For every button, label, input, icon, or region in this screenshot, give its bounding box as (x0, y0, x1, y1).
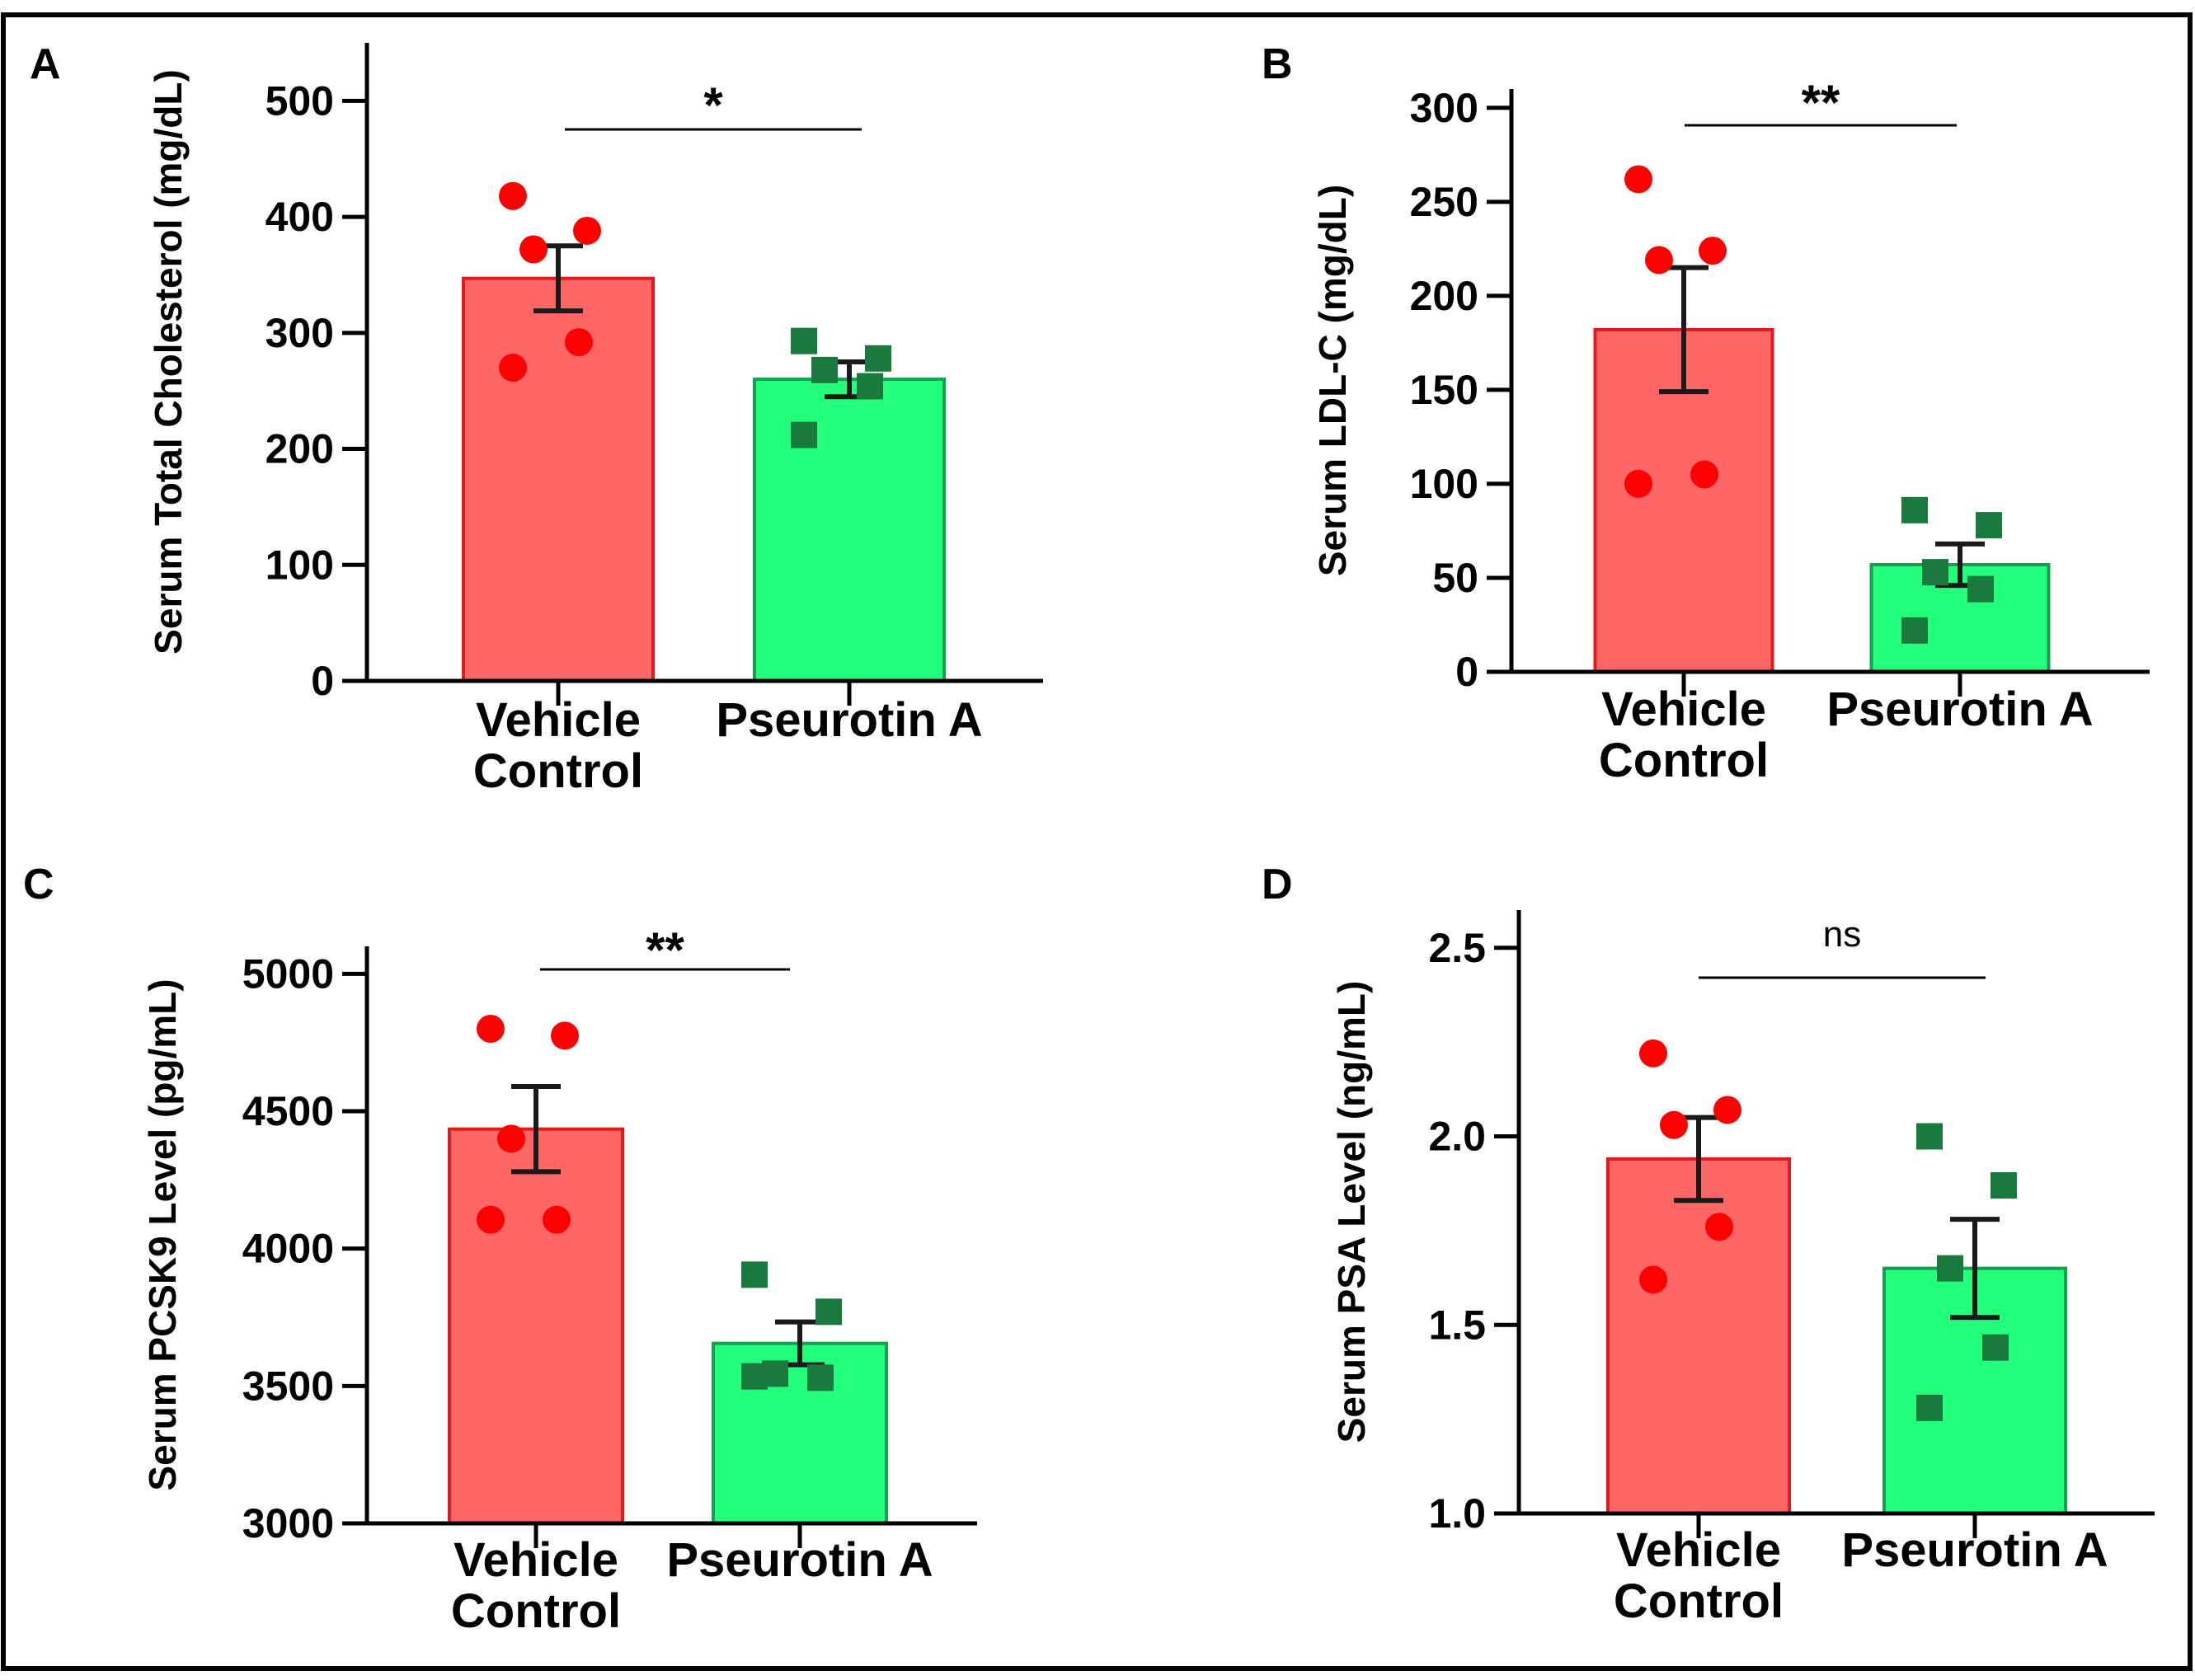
bar-vehicle-control (1606, 1157, 1791, 1515)
significance-label: ** (646, 922, 684, 978)
bar-pseurotin-a (753, 378, 946, 683)
y-tick-label: 400 (266, 194, 334, 240)
y-tick-label: 0 (1455, 649, 1478, 695)
data-point (1699, 237, 1727, 265)
error-bar (1950, 1217, 2000, 1321)
category-label: Control (451, 1584, 621, 1638)
data-point (1991, 1171, 2017, 1199)
category-label: Control (1599, 734, 1769, 787)
y-axis-title: Serum PSA Level (ng/mL) (1330, 981, 1373, 1443)
data-point (1937, 1255, 1963, 1282)
y-tick-label: 2.0 (1428, 1114, 1486, 1160)
data-point (1922, 559, 1948, 586)
y-tick-label: 50 (1432, 555, 1478, 601)
significance-label: ns (1823, 914, 1861, 955)
y-tick-label: 150 (1410, 367, 1478, 413)
data-point (791, 421, 817, 448)
y-tick-label: 0 (311, 658, 334, 704)
category-label: Control (473, 744, 643, 798)
data-point (497, 1124, 525, 1153)
panel-letter: B (1262, 40, 1293, 88)
data-point (499, 181, 527, 210)
y-tick-label: 5000 (242, 950, 334, 997)
significance-label: ** (1802, 75, 1840, 130)
data-point (865, 345, 891, 372)
data-point (1690, 460, 1718, 489)
y-tick-label: 1.5 (1428, 1302, 1486, 1348)
data-point (1645, 246, 1673, 275)
figure-frame (1, 12, 2193, 1671)
data-point (1976, 512, 2002, 539)
y-tick-label: 250 (1410, 179, 1478, 225)
bar-vehicle-control (448, 1127, 624, 1525)
y-tick-label: 1.0 (1428, 1490, 1486, 1537)
data-point (519, 235, 548, 264)
data-point (1916, 1394, 1943, 1421)
data-point (1639, 1265, 1667, 1294)
y-tick-label: 200 (1410, 273, 1478, 319)
data-point (1639, 1039, 1667, 1068)
data-point (1624, 469, 1652, 498)
bar-vehicle-control (462, 276, 655, 683)
data-point (1901, 496, 1928, 523)
data-point (1982, 1334, 2009, 1361)
bar-pseurotin-a (712, 1341, 888, 1525)
y-tick-label: 200 (266, 426, 334, 472)
y-tick-label: 3500 (242, 1363, 334, 1409)
y-tick-label: 4000 (242, 1226, 334, 1272)
data-point (1624, 165, 1652, 194)
data-point (1705, 1213, 1733, 1241)
y-tick-label: 4500 (242, 1088, 334, 1134)
error-bar (511, 1084, 561, 1175)
y-axis-title: Serum Total Cholesterol (mg/dL) (147, 69, 190, 655)
panel-letter: C (23, 861, 54, 908)
data-point (1916, 1123, 1943, 1150)
data-point (1713, 1096, 1741, 1124)
y-tick-label: 300 (1410, 85, 1478, 131)
y-axis-title: Serum LDL-C (mg/dL) (1311, 185, 1354, 576)
data-point (543, 1205, 571, 1234)
data-point (573, 216, 601, 245)
data-point (807, 1364, 834, 1391)
significance-label: * (703, 77, 723, 133)
panel-letter: D (1262, 861, 1293, 908)
y-tick-label: 500 (266, 77, 334, 124)
y-tick-label: 100 (266, 542, 334, 588)
y-tick-label: 3000 (242, 1500, 334, 1546)
data-point (791, 327, 817, 354)
data-point (1901, 617, 1928, 644)
y-tick-label: 300 (266, 310, 334, 356)
data-point (1660, 1110, 1688, 1139)
panel-letter: A (30, 40, 61, 88)
y-tick-label: 100 (1410, 461, 1478, 507)
y-axis-title: Serum PCSK9 Level (pg/mL) (141, 978, 184, 1490)
data-point (741, 1261, 768, 1288)
data-point (477, 1205, 505, 1234)
category-label: Control (1614, 1574, 1784, 1628)
y-tick-label: 2.5 (1428, 925, 1486, 971)
data-point (811, 356, 838, 383)
data-point (499, 354, 527, 382)
data-point (857, 373, 883, 400)
data-point (477, 1015, 505, 1043)
data-point (1967, 575, 1994, 603)
data-point (565, 328, 593, 357)
data-point (741, 1363, 768, 1390)
data-point (551, 1021, 579, 1050)
data-point (815, 1298, 842, 1326)
